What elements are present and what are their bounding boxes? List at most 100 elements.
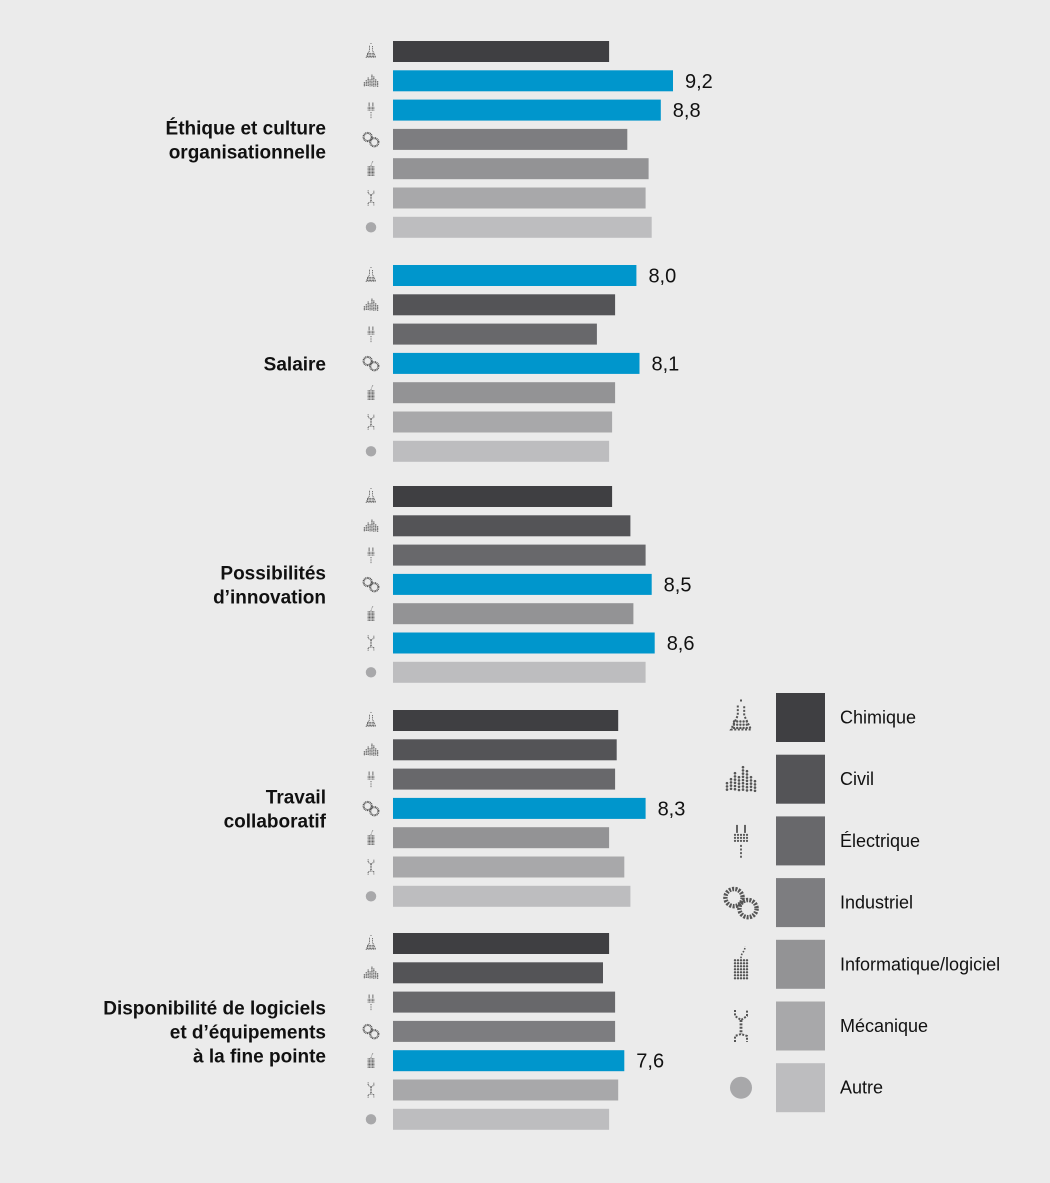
chain-icon [362,576,380,593]
bar [393,352,640,374]
legend-swatch [776,816,825,866]
legend-item: Autre [730,1063,883,1113]
legend-swatch [776,878,825,928]
bar [393,962,603,984]
bar [393,99,661,121]
data-label: 8,3 [658,798,686,820]
bar [393,41,610,62]
bar [393,323,597,345]
bar [393,933,610,954]
flask-icon [365,934,377,950]
plug-icon [367,326,375,343]
legend-label: Électrique [840,831,920,851]
dot-icon [365,667,377,678]
mouse-icon [367,829,375,845]
dot-icon [365,1114,377,1125]
plug-icon [733,824,749,859]
wrench-icon [367,859,375,875]
category-label: Possibilités d’innovation [213,563,326,608]
bar [393,216,652,238]
legend: Chimique Civil Électrique Industriel Informa… [723,693,1000,1113]
data-label: 8,8 [673,100,701,122]
plug-icon [367,771,375,788]
flask-icon [365,266,377,282]
category-label: Salaire [264,354,326,375]
bar [393,573,652,595]
bar [393,187,646,209]
dot-icon [365,891,377,902]
bar [393,440,610,462]
legend-item: Électrique [733,816,920,866]
chain-icon [362,800,380,817]
category-group: 8,3 Travail collaboratif [224,710,686,907]
legend-label: Chimique [840,708,916,728]
bar [393,991,616,1013]
data-label: 9,2 [685,71,713,93]
chain-icon [362,131,380,148]
legend-item: Civil [725,754,874,804]
plug-icon [367,102,375,119]
bar [393,1079,619,1101]
legend-swatch [776,693,825,742]
wrench-icon [367,635,375,651]
legend-item: Industriel [723,878,913,928]
legend-swatch [776,1063,825,1113]
bar [393,710,619,731]
flask-icon [365,711,377,727]
legend-swatch [776,939,825,989]
city-icon [363,743,379,756]
mouse-icon [367,384,375,400]
legend-label: Industriel [840,893,913,913]
category-label: Disponibilité de logiciels et d’équipemen… [103,998,326,1067]
flask-icon [729,699,753,731]
bar [393,856,625,878]
wrench-icon [367,414,375,430]
city-icon [725,765,757,793]
mouse-icon [367,160,375,176]
bar [393,885,631,907]
data-label: 8,5 [664,574,692,596]
bar [393,70,673,92]
legend-label: Informatique/logiciel [840,954,1000,974]
legend-label: Mécanique [840,1016,928,1036]
legend-swatch [776,1001,825,1051]
bar [393,661,646,683]
legend-label: Autre [840,1078,883,1098]
mouse-icon [733,946,749,980]
plug-icon [367,547,375,564]
bar [393,486,613,507]
wrench-icon [734,1010,748,1042]
mouse-icon [367,1052,375,1068]
mouse-icon [367,605,375,621]
bar [393,797,646,819]
bar [393,827,610,849]
category-label: Travail collaboratif [224,787,327,832]
bar [393,128,628,150]
category-label: Éthique et culture organisationnelle [166,117,326,163]
legend-label: Civil [840,769,874,789]
bar [393,603,634,625]
category-group: 8,0 8,1 Salaire [264,265,679,462]
chain-icon [723,886,759,920]
city-icon [363,298,379,311]
legend-item: Informatique/logiciel [733,939,1000,989]
category-group: 9,2 8,8 Éthique et culture organisationnell… [166,41,713,238]
wrench-icon [367,1082,375,1098]
bar [393,768,616,790]
dot-icon [365,446,377,457]
city-icon [363,519,379,532]
plug-icon [367,994,375,1011]
category-group: 8,5 8,6 Possibilités d’innovation [213,486,695,683]
bar [393,544,646,566]
bar [393,515,631,537]
legend-item: Chimique [729,693,916,742]
bar [393,382,616,404]
city-icon [363,74,379,87]
chain-icon [362,355,380,372]
bar [393,1050,625,1072]
data-label: 8,6 [667,633,695,655]
dot-icon [365,222,377,233]
flask-icon [365,42,377,58]
